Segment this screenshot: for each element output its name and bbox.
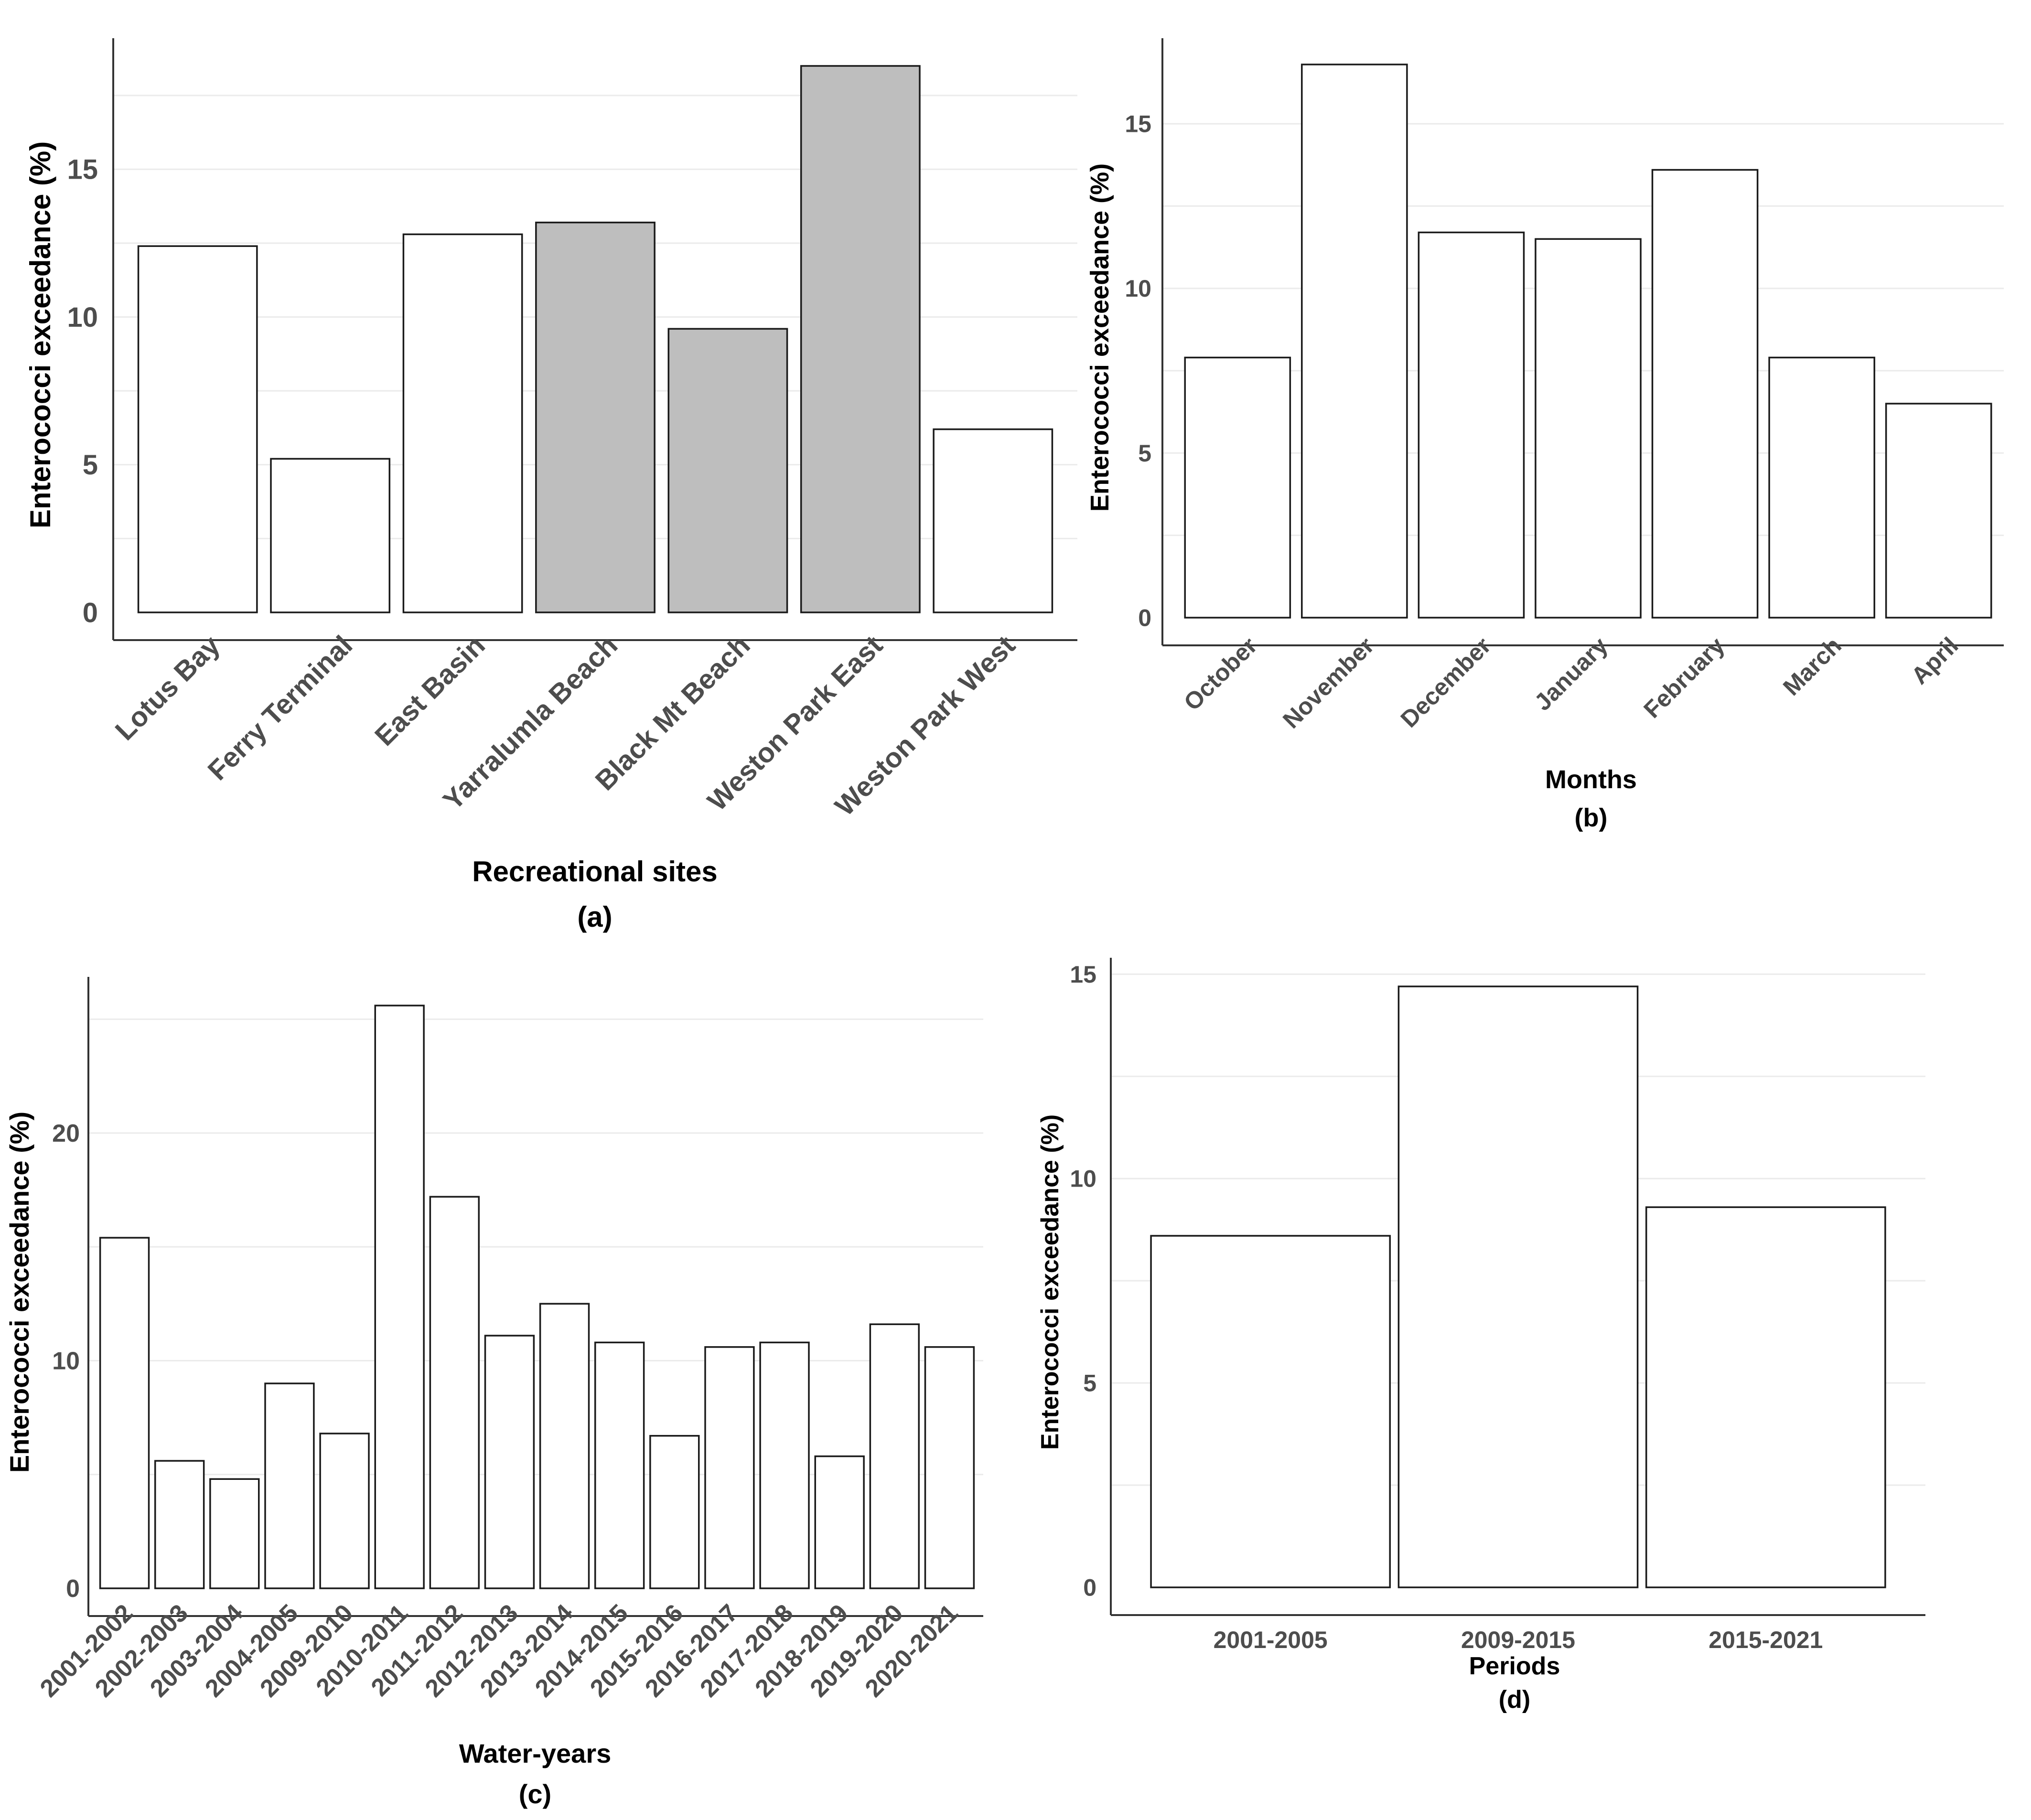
x-tick-label: Lotus Bay [109,630,226,746]
bar-yarralumla-beach [535,221,656,613]
x-tick-label: 2015-2021 [1709,1627,1823,1653]
bar-black-mt-beach [667,328,788,613]
bar-2012-2013 [484,1335,535,1589]
x-tick-label: April [1906,632,1963,689]
y-tick-label: 0 [1138,605,1151,632]
bar-march [1768,356,1875,619]
bar-january [1535,238,1642,619]
bar-2001-2002 [99,1237,150,1589]
y-axis-title: Enterococci exceedance (%) [24,141,56,528]
bar-2019-2020 [869,1323,920,1589]
bar-2010-2011 [374,1005,425,1589]
x-tick-label: November [1278,632,1379,734]
y-tick-label: 10 [52,1348,80,1375]
x-tick-label: Ferry Terminal [202,630,358,786]
bar-lotus-bay [137,245,258,613]
y-tick-label: 15 [1070,961,1096,988]
y-tick-label: 0 [1083,1574,1096,1601]
y-axis-title: Enterococci exceedance (%) [1036,1114,1064,1450]
bar-2020-2021 [924,1346,975,1589]
bar-2018-2019 [814,1455,865,1589]
bar-2011-2012 [429,1196,480,1589]
panel-caption: (d) [1499,1686,1530,1713]
y-tick-label: 5 [83,450,98,481]
bar-2013-2014 [539,1303,590,1589]
bar-2009-2010 [319,1433,370,1589]
y-tick-label: 15 [1125,111,1151,138]
x-tick-label: March [1778,632,1847,701]
x-tick-label: East Basin [369,630,491,752]
bar-november [1301,64,1408,619]
y-tick-label: 5 [1083,1370,1096,1397]
bar-ferry-terminal [270,458,391,613]
x-tick-label: 2009-2015 [1461,1627,1575,1653]
bar-october [1184,356,1291,619]
bar-east-basin [402,233,523,613]
y-tick-label: 15 [67,154,98,185]
bar-2016-2017 [704,1346,755,1589]
x-tick-label: 2001-2005 [1214,1627,1328,1653]
y-tick-label: 10 [1125,275,1151,302]
bar-2004-2005 [264,1382,315,1589]
bar-2015-2016 [649,1435,700,1589]
y-tick-label: 10 [1070,1166,1096,1192]
bar-2009-2015 [1397,985,1639,1588]
bar-weston-park-west [933,428,1053,613]
bar-february [1651,169,1759,619]
panel-caption: (c) [519,1779,551,1809]
bar-december [1418,231,1525,619]
bar-2015-2021 [1645,1206,1886,1588]
y-axis-title: Enterococci exceedance (%) [1085,163,1114,512]
chart-panel-c: 010202001-20022002-20032003-20042004-200… [4,977,983,1809]
bar-weston-park-east [800,65,921,613]
bar-2017-2018 [759,1341,810,1589]
y-tick-label: 0 [83,597,98,628]
x-axis-title: Recreational sites [472,856,718,888]
bar-2003-2004 [209,1478,260,1589]
chart-panel-d: 0 5 10 15 2001-2005 2009-2015 2015-2021 Enteroc… [1036,958,1925,1713]
panel-caption: (b) [1575,803,1608,832]
y-tick-label: 10 [67,302,98,333]
bar-april [1885,403,1992,619]
x-tick-label: December [1396,632,1496,733]
x-axis-title: Water-years [459,1738,612,1768]
bar-2002-2003 [154,1460,205,1589]
bar-2001-2005 [1150,1235,1391,1588]
panel-caption: (a) [577,901,612,933]
bar-2014-2015 [594,1341,645,1589]
x-axis-title: Months [1545,765,1637,794]
y-tick-label: 20 [52,1120,80,1147]
y-tick-label: 0 [66,1575,80,1603]
x-axis-title: Periods [1469,1652,1560,1680]
y-axis-title: Enterococci exceedance (%) [4,1112,34,1473]
y-tick-label: 5 [1138,440,1151,467]
